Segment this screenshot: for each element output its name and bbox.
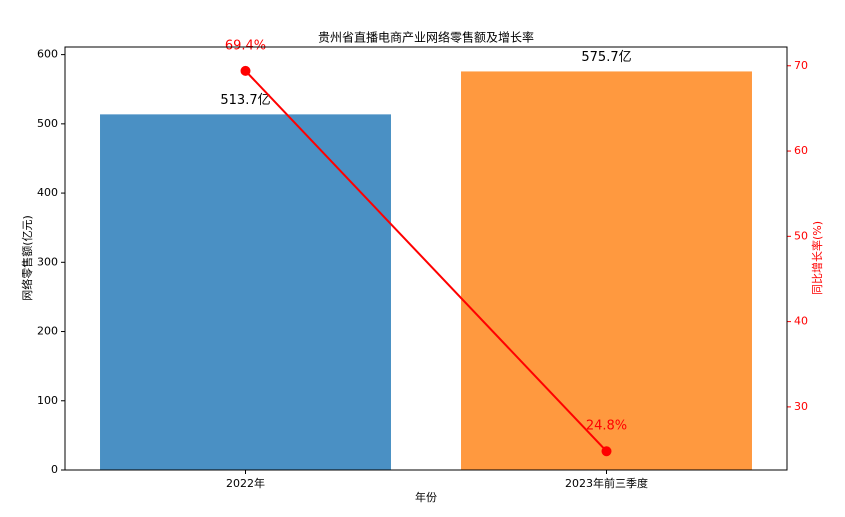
line-value-label: 24.8% bbox=[586, 419, 627, 434]
bar-value-label: 513.7亿 bbox=[220, 93, 270, 108]
y2-tick-label: 60 bbox=[794, 144, 808, 157]
x-axis-label: 年份 bbox=[415, 490, 437, 504]
y2-axis-label: 同比增长率(%) bbox=[810, 221, 824, 295]
y-tick-label: 300 bbox=[37, 255, 58, 268]
y-tick-label: 200 bbox=[37, 325, 58, 338]
y-tick-label: 500 bbox=[37, 117, 58, 130]
line-marker bbox=[601, 446, 612, 457]
line bbox=[244, 70, 608, 452]
x-tick-label: 2023年前三季度 bbox=[565, 476, 648, 490]
line-value-label: 69.4% bbox=[225, 38, 266, 53]
y2-tick-label: 40 bbox=[794, 315, 808, 328]
bar-value-label: 575.7亿 bbox=[581, 50, 631, 65]
x-tick-label: 2022年 bbox=[226, 476, 265, 490]
y-axis-label: 网络零售额(亿元) bbox=[20, 215, 34, 301]
y-tick-label: 100 bbox=[37, 394, 58, 407]
line-marker bbox=[240, 65, 251, 76]
y2-tick-label: 70 bbox=[794, 59, 808, 72]
y2-tick-label: 50 bbox=[794, 229, 808, 242]
y2-tick-label: 30 bbox=[794, 400, 808, 413]
y-tick-label: 0 bbox=[51, 463, 58, 476]
y-tick-label: 600 bbox=[37, 48, 58, 61]
bar bbox=[461, 71, 752, 470]
bar bbox=[100, 114, 391, 470]
chart-title: 贵州省直播电商产业网络零售额及增长率 bbox=[318, 30, 534, 45]
y-tick-label: 400 bbox=[37, 186, 58, 199]
plot-frame bbox=[64, 46, 788, 471]
